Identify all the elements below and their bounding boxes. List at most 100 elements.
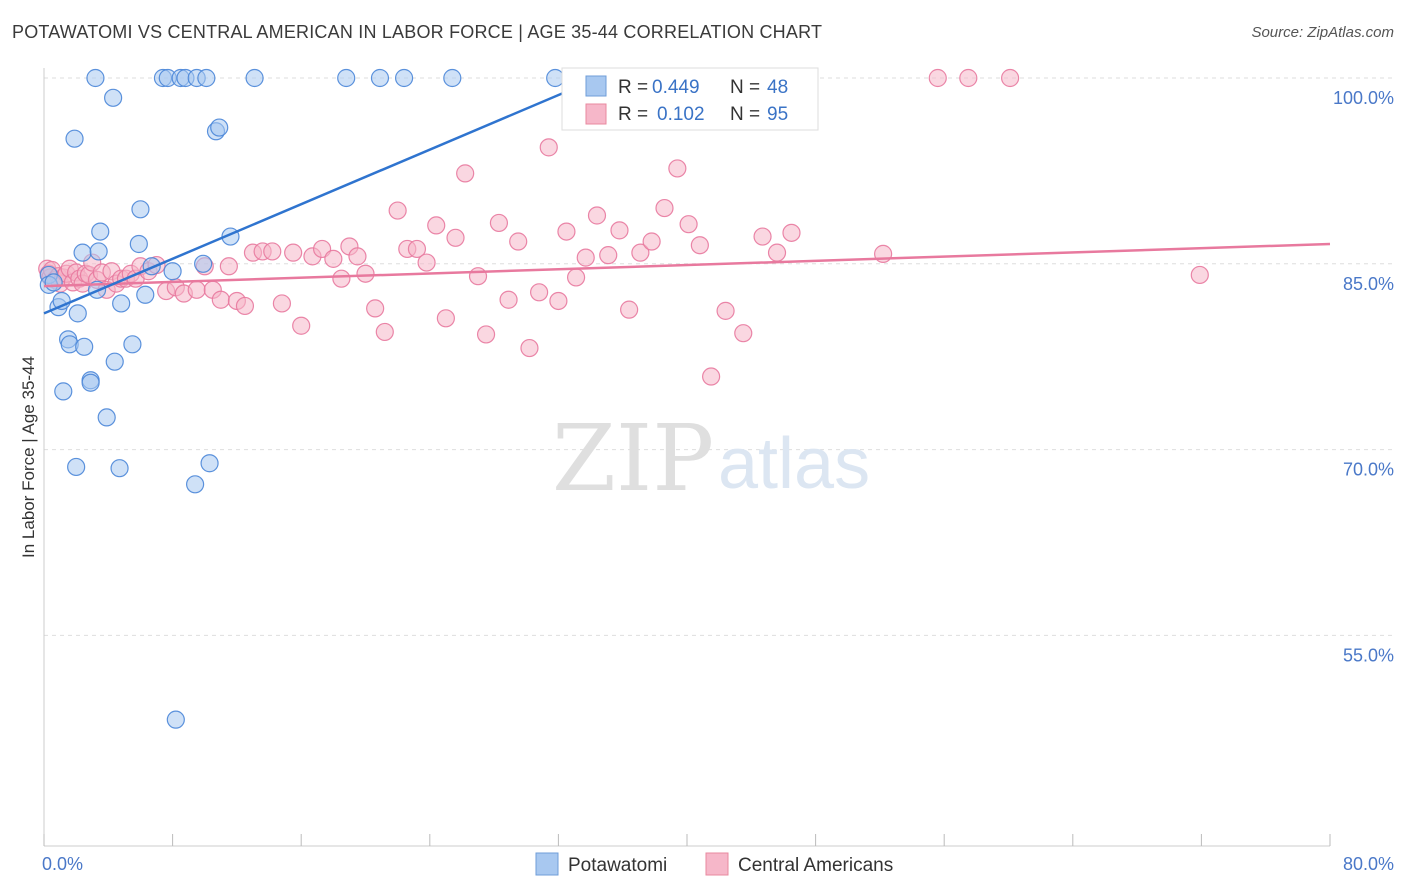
central-americans-point: [1190, 265, 1209, 285]
legend-label-central: Central Americans: [738, 855, 893, 876]
potawatomi-point: [546, 68, 565, 88]
potawatomi-point: [91, 222, 110, 241]
central-americans-point: [219, 257, 238, 276]
central-americans-point: [235, 296, 255, 316]
potawatomi-point: [129, 234, 148, 254]
central-americans-trendline: [43, 242, 1331, 288]
potawatomi-point: [89, 242, 108, 261]
central-americans-point: [375, 322, 394, 342]
potawatomi-point: [73, 243, 92, 262]
chart-title: POTAWATOMI VS CENTRAL AMERICAN IN LABOR …: [12, 22, 823, 42]
central-americans-point: [436, 309, 455, 328]
potawatomi-point: [54, 382, 73, 401]
central-americans-point: [576, 248, 595, 267]
central-americans-point: [263, 242, 282, 261]
potawatomi-point: [104, 88, 123, 107]
potawatomi-point: [197, 68, 216, 88]
potawatomi-point: [166, 710, 185, 729]
stats-n-label-2: N =: [730, 104, 760, 125]
central-americans-point: [366, 299, 385, 318]
potawatomi-point: [68, 304, 87, 323]
potawatomi-point: [131, 200, 150, 219]
central-americans-point: [928, 68, 947, 88]
central-americans-point: [753, 227, 772, 246]
legend-swatch-potawatomi: [535, 852, 559, 876]
central-americans-point: [489, 213, 509, 233]
central-americans-point: [292, 316, 311, 335]
potawatomi-point: [245, 68, 264, 88]
central-americans-point: [446, 228, 465, 247]
stats-r-label-2: R =: [618, 104, 648, 125]
gridlines: [44, 77, 1392, 636]
stats-n-value-1: 48: [767, 77, 788, 98]
central-americans-point: [509, 232, 528, 251]
central-americans-point: [456, 164, 475, 183]
stats-box: R = 0.449 N = 48 R = 0.102 N = 95: [561, 67, 819, 131]
potawatomi-point: [75, 337, 94, 356]
y-tick-label: 85.0%: [1343, 274, 1394, 294]
central-americans-point: [407, 239, 427, 259]
central-americans-point: [549, 291, 568, 311]
central-americans-point: [642, 232, 661, 251]
central-americans-point: [716, 301, 735, 320]
legend-label-potawatomi: Potawatomi: [568, 855, 667, 876]
central-americans-point: [348, 247, 367, 266]
potawatomi-point: [86, 68, 105, 88]
central-americans-point: [767, 243, 787, 262]
central-americans-point: [468, 267, 488, 286]
y-tick-label: 55.0%: [1343, 645, 1394, 665]
central-americans-point: [211, 290, 230, 309]
potawatomi-point: [163, 262, 182, 281]
potawatomi-point: [337, 68, 356, 88]
x-tick-label-max: 80.0%: [1343, 854, 1394, 874]
central-americans-point: [520, 338, 539, 358]
central-americans-point: [599, 246, 618, 265]
potawatomi-point: [370, 68, 390, 88]
y-tick-label: 100.0%: [1333, 88, 1394, 108]
central-americans-point: [388, 201, 407, 220]
x-axis-ticks: [43, 834, 1331, 846]
central-americans-point: [530, 283, 549, 302]
potawatomi-point: [112, 294, 131, 313]
central-americans-point: [668, 159, 687, 178]
central-americans-point: [539, 138, 558, 157]
stats-swatch-potawatomi: [585, 75, 607, 97]
central-americans-point: [324, 249, 343, 268]
central-americans-point: [427, 216, 446, 235]
central-americans-point: [587, 206, 607, 225]
y-axis-title: In Labor Force | Age 35-44: [19, 356, 38, 558]
y-tick-labels: 100.0% 85.0% 70.0% 55.0%: [1333, 88, 1394, 665]
stats-n-label-1: N =: [730, 77, 760, 98]
central-americans-point: [655, 198, 674, 218]
stats-r-label-1: R =: [618, 77, 648, 98]
central-americans-point: [557, 222, 576, 241]
potawatomi-point: [44, 273, 63, 292]
potawatomi-point: [110, 459, 129, 478]
stats-swatch-central: [585, 103, 607, 125]
central-americans-point: [332, 269, 351, 288]
central-americans-point: [476, 325, 496, 344]
potawatomi-point: [136, 285, 155, 304]
potawatomi-trendline: [43, 76, 600, 315]
central-americans-point: [1001, 68, 1020, 88]
central-americans-point: [187, 280, 206, 299]
stats-r-value-2: 0.102: [657, 104, 705, 125]
potawatomi-point: [123, 335, 142, 354]
central-americans-point: [679, 215, 698, 234]
x-tick-label-min: 0.0%: [42, 854, 83, 874]
central-americans-point: [734, 324, 753, 343]
potawatomi-point: [67, 457, 86, 477]
central-americans-point: [620, 300, 639, 319]
potawatomi-point: [186, 475, 205, 494]
central-americans-point: [417, 253, 436, 272]
potawatomi-point: [194, 254, 213, 273]
central-americans-point: [566, 268, 586, 287]
watermark-zip: ZIP: [552, 405, 714, 512]
potawatomi-points: [39, 68, 565, 729]
central-americans-point: [356, 264, 375, 283]
central-americans-point: [610, 221, 629, 240]
y-tick-label: 70.0%: [1343, 460, 1394, 480]
central-americans-point: [782, 223, 801, 242]
legend: Potawatomi Central Americans: [535, 852, 893, 876]
central-americans-point: [702, 367, 721, 386]
